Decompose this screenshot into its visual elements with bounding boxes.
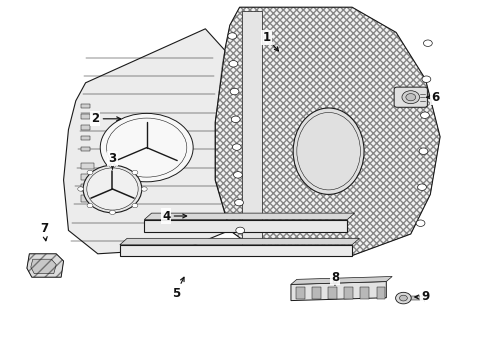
Circle shape — [78, 187, 83, 191]
Circle shape — [399, 295, 407, 301]
Circle shape — [405, 94, 415, 101]
Ellipse shape — [87, 168, 138, 210]
Text: 6: 6 — [426, 91, 438, 104]
Circle shape — [100, 113, 193, 182]
FancyBboxPatch shape — [311, 287, 320, 299]
FancyBboxPatch shape — [360, 287, 368, 299]
FancyBboxPatch shape — [81, 163, 94, 169]
Circle shape — [235, 227, 244, 234]
Circle shape — [423, 40, 431, 46]
Circle shape — [395, 292, 410, 304]
Circle shape — [87, 203, 93, 208]
FancyBboxPatch shape — [376, 287, 385, 299]
Circle shape — [228, 60, 237, 67]
Polygon shape — [290, 276, 391, 284]
Polygon shape — [27, 254, 63, 277]
Circle shape — [109, 163, 115, 168]
Circle shape — [132, 203, 138, 208]
Polygon shape — [63, 29, 229, 254]
Text: 8: 8 — [330, 271, 338, 285]
Circle shape — [420, 112, 428, 118]
Ellipse shape — [293, 108, 363, 194]
Text: 9: 9 — [414, 291, 428, 303]
Circle shape — [401, 91, 419, 104]
Circle shape — [421, 76, 430, 82]
Circle shape — [227, 33, 236, 39]
FancyBboxPatch shape — [81, 114, 90, 119]
Text: 3: 3 — [108, 152, 116, 169]
Text: 1: 1 — [262, 31, 278, 51]
Circle shape — [233, 172, 242, 178]
Polygon shape — [144, 220, 346, 232]
Circle shape — [234, 199, 243, 206]
Circle shape — [417, 184, 426, 190]
FancyBboxPatch shape — [81, 184, 94, 191]
Polygon shape — [31, 259, 56, 274]
FancyBboxPatch shape — [81, 195, 94, 202]
FancyBboxPatch shape — [344, 287, 352, 299]
Polygon shape — [242, 11, 261, 252]
Circle shape — [87, 170, 93, 175]
FancyBboxPatch shape — [81, 104, 90, 108]
Polygon shape — [144, 213, 354, 220]
FancyBboxPatch shape — [327, 287, 336, 299]
Circle shape — [230, 88, 239, 95]
Circle shape — [232, 144, 241, 150]
Ellipse shape — [83, 165, 142, 213]
FancyBboxPatch shape — [295, 287, 304, 299]
Polygon shape — [215, 7, 439, 256]
Circle shape — [109, 210, 115, 215]
Circle shape — [231, 116, 240, 122]
Polygon shape — [120, 238, 359, 245]
Circle shape — [418, 148, 427, 154]
FancyBboxPatch shape — [393, 87, 427, 107]
Circle shape — [141, 187, 147, 191]
Polygon shape — [290, 282, 386, 301]
FancyBboxPatch shape — [81, 147, 90, 151]
Text: 4: 4 — [162, 210, 186, 222]
Text: 7: 7 — [40, 222, 48, 241]
Text: 2: 2 — [91, 112, 121, 125]
Text: 5: 5 — [172, 277, 183, 300]
Polygon shape — [120, 245, 351, 256]
FancyBboxPatch shape — [81, 174, 94, 180]
Circle shape — [415, 220, 424, 226]
Circle shape — [132, 170, 138, 175]
FancyBboxPatch shape — [81, 125, 90, 130]
FancyBboxPatch shape — [81, 136, 90, 140]
